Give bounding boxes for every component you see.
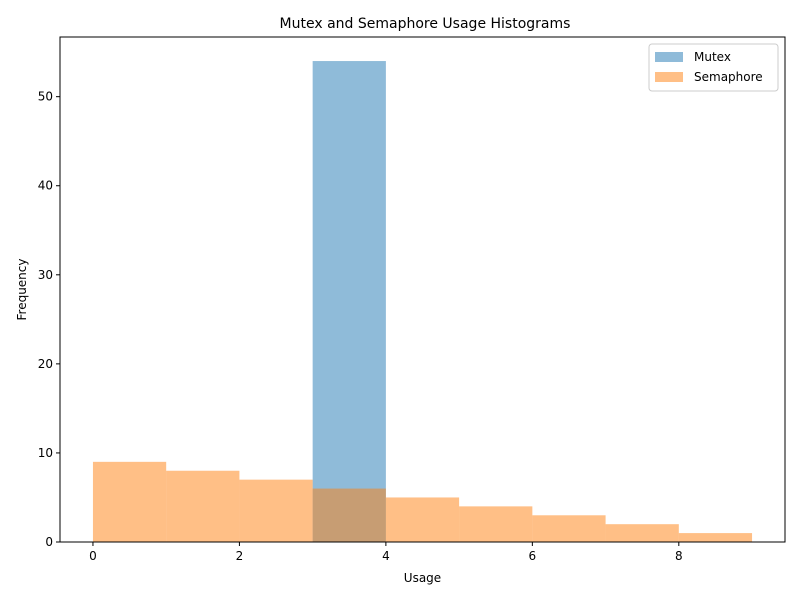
- x-tick-label-6: 6: [529, 549, 537, 563]
- legend: Mutex Semaphore: [648, 43, 779, 92]
- y-tick-label-50: 50: [38, 90, 53, 104]
- x-axis-label: Usage: [404, 571, 441, 585]
- y-axis: 0 10 20 30 40 50: [38, 90, 60, 549]
- semaphore-bar-1: [166, 470, 240, 542]
- semaphore-bar-6: [532, 515, 606, 542]
- y-axis-label: Frequency: [15, 259, 29, 321]
- x-tick-label-4: 4: [382, 549, 390, 563]
- y-tick-label-10: 10: [38, 446, 53, 460]
- x-tick-label-8: 8: [675, 549, 683, 563]
- x-tick-label-2: 2: [236, 549, 244, 563]
- chart-title: Mutex and Semaphore Usage Histograms: [280, 16, 571, 32]
- legend-label-semaphore: Semaphore: [694, 70, 763, 84]
- bars-layer: [92, 61, 753, 543]
- legend-label-mutex: Mutex: [694, 50, 731, 64]
- legend-swatch-mutex: [655, 52, 683, 62]
- y-tick-label-30: 30: [38, 268, 53, 282]
- y-tick-label-40: 40: [38, 179, 53, 193]
- semaphore-bar-2: [239, 479, 313, 542]
- mutex-bar-0: [312, 61, 386, 543]
- semaphore-bar-4: [385, 497, 460, 542]
- y-tick-label-0: 0: [45, 535, 53, 549]
- semaphore-bar-7: [605, 524, 679, 542]
- plot-frame: [59, 36, 786, 543]
- semaphore-bar-8: [678, 533, 753, 542]
- semaphore-bar-5: [459, 506, 533, 542]
- y-tick-label-20: 20: [38, 357, 53, 371]
- x-axis: 0 2 4 6 8: [89, 542, 683, 563]
- legend-swatch-semaphore: [655, 72, 683, 82]
- x-tick-label-0: 0: [89, 549, 97, 563]
- semaphore-bar-3: [312, 488, 386, 542]
- semaphore-bar-0: [92, 461, 167, 542]
